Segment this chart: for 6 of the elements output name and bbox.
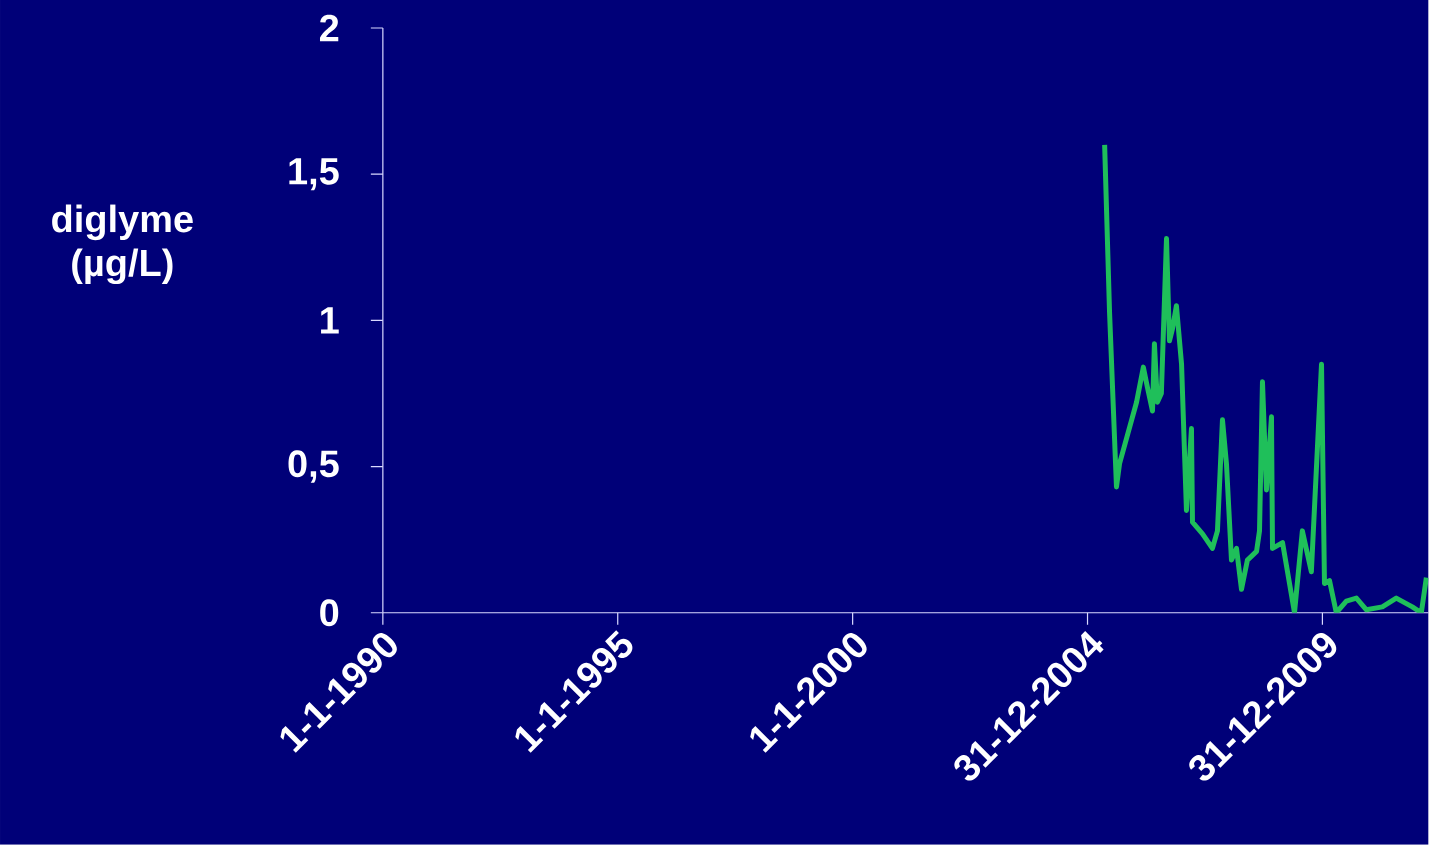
y-tick-label: 2: [319, 14, 339, 42]
y-tick-label: 1: [321, 307, 339, 334]
y-tick-label: 1,5: [289, 158, 339, 191]
y-tick-label: 0,5: [288, 450, 339, 483]
y-tick-label: 0: [320, 599, 339, 627]
y-axis-title: diglyme (µg/L): [52, 204, 193, 285]
